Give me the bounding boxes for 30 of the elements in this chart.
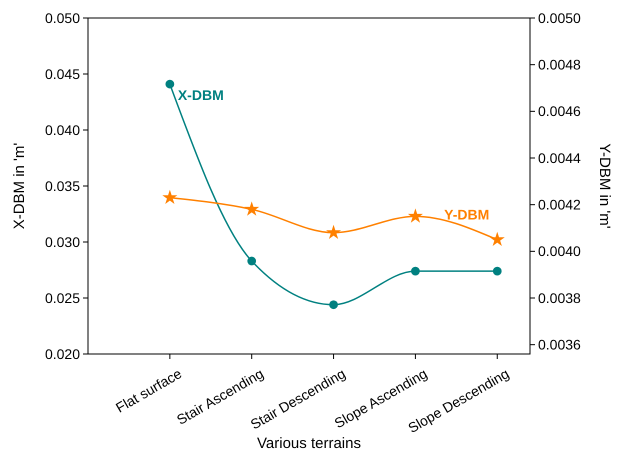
- series-label: Y-DBM: [444, 206, 490, 223]
- y2-tick-label: 0.0036: [538, 336, 582, 353]
- y2-tick-label: 0.0048: [538, 56, 582, 73]
- y-tick-label: 0.025: [44, 290, 80, 306]
- y2-tick-label: 0.0038: [538, 290, 582, 306]
- point: [408, 208, 423, 223]
- point: [247, 256, 256, 266]
- point: [492, 266, 502, 276]
- y2-tick-label: 0.0040: [538, 243, 582, 260]
- y-tick-label: 0.040: [44, 122, 80, 138]
- point: [326, 224, 342, 240]
- y-tick-label: 0.035: [44, 178, 80, 194]
- point: [244, 201, 260, 216]
- point: [162, 190, 178, 204]
- y2-tick-label: 0.0044: [538, 150, 582, 166]
- y-tick-label: 0.020: [44, 346, 80, 362]
- y2-tick-label: 0.0046: [538, 103, 582, 120]
- y-tick-label: 0.045: [44, 66, 80, 82]
- y-tick-label: 0.050: [44, 10, 80, 26]
- point: [411, 266, 420, 276]
- x-axis-title: Various terrains: [257, 435, 361, 452]
- point: [329, 300, 338, 310]
- series-label: X-DBM: [178, 87, 224, 104]
- point: [490, 232, 505, 246]
- point: [165, 80, 174, 88]
- y-axis-title: X-DBM in 'm': [11, 142, 28, 230]
- y2-axis-title: Y-DBM in 'm': [596, 143, 613, 229]
- y-tick-label: 0.030: [44, 234, 80, 250]
- y2-tick-label: 0.0042: [538, 196, 582, 213]
- y2-tick-label: 0.0050: [538, 10, 582, 26]
